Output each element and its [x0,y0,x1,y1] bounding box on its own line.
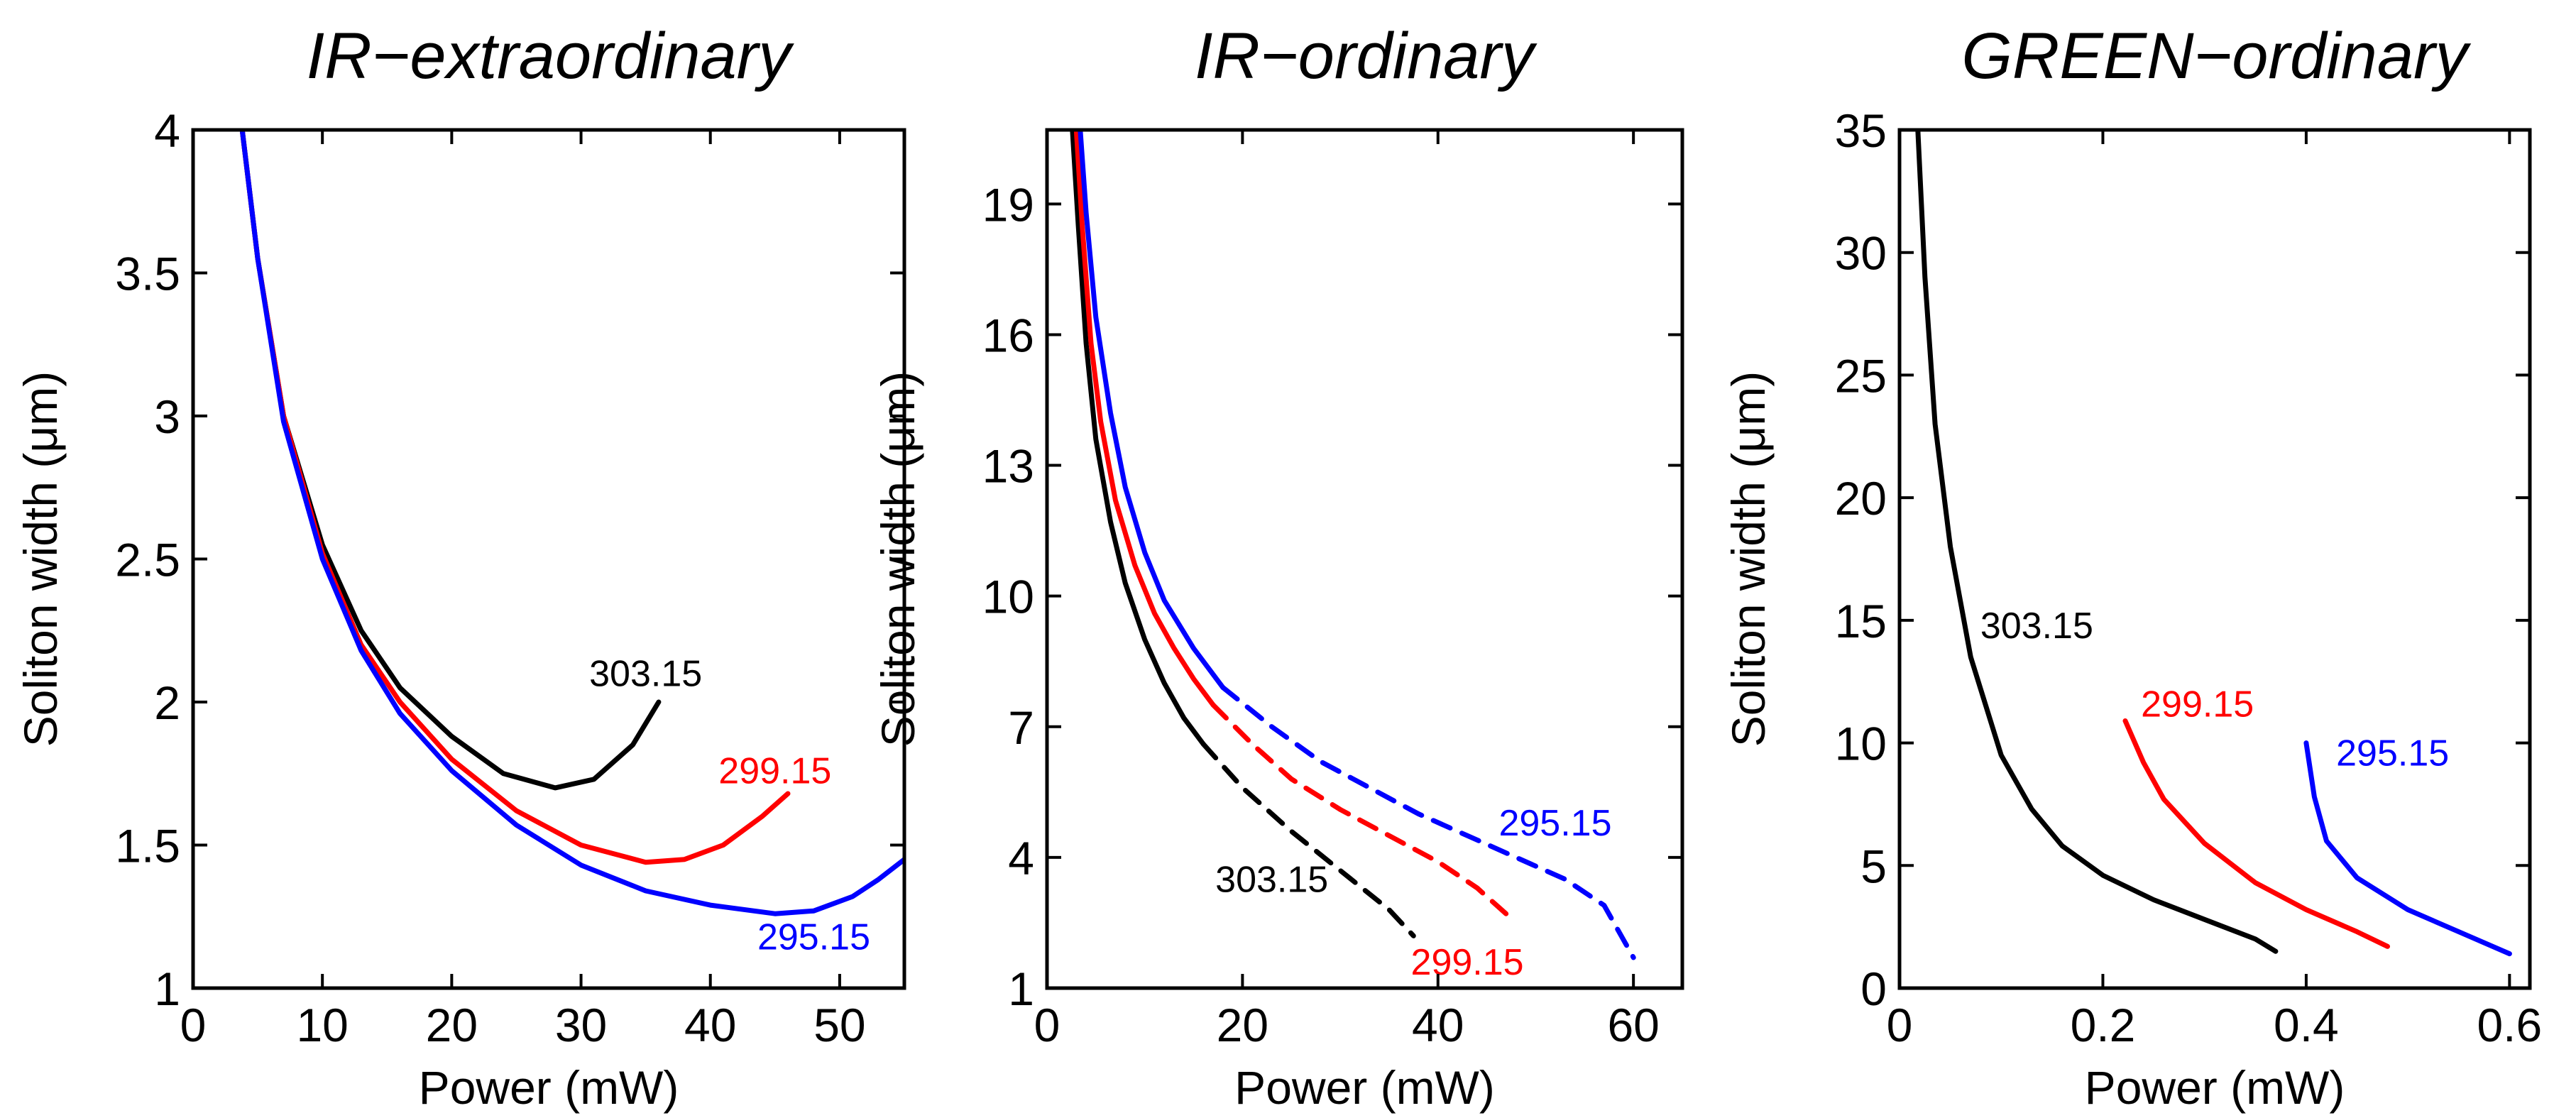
y-tick-label: 25 [1835,349,1887,402]
series-303.15-solid-line [1070,130,1206,747]
x-axis-label: Power (mW) [419,1061,679,1114]
axes-frame [191,128,906,990]
series-label-295.15: 295.15 [1498,803,1611,844]
x-tick-label: 40 [1412,999,1464,1051]
series-299.15-solid-line [1073,130,1216,708]
x-tick-label: 0.2 [2071,999,2136,1051]
x-tick-label: 60 [1607,999,1659,1051]
series-295.15-solid-line [239,130,904,916]
y-tick-label: 7 [1008,701,1034,754]
panel-3: GREEN−ordinary 303.15 299.15 295.15 0 0.2 0.4 0… [1722,20,2542,1114]
x-tick-label: 0 [180,999,207,1051]
y-tick-label: 20 [1835,472,1887,525]
y-tick-label: 1 [1008,963,1034,1015]
x-tick-label: 20 [426,999,478,1051]
panel-1: IR−extraordinary 303.15 299.15 295.15 0 10 20 3… [14,20,906,1114]
y-tick-label: 2 [154,676,180,729]
axes-frame [1897,128,2532,990]
y-tick-label: 4 [1008,832,1034,884]
curves [239,130,904,916]
series-label-303.15: 303.15 [589,654,702,695]
y-tick-label: 5 [1860,840,1887,892]
series-303.15-dashed-line [1200,741,1416,938]
series-label-295.15: 295.15 [757,916,870,958]
y-tick-label: 3 [154,390,180,443]
y-tick-label: 1.5 [115,820,180,872]
series-299.15-solid-line [2122,718,2390,949]
y-tick-label: 10 [1835,718,1887,770]
y-tick-label: 16 [982,309,1034,361]
x-tick-label: 20 [1217,999,1268,1051]
panel-title: GREEN−ordinary [1961,20,2471,92]
series-295.15-solid-line [1078,130,1226,690]
panel-title: IR−ordinary [1195,20,1538,92]
x-tick-label: 0 [1034,999,1060,1051]
y-tick-label: 3.5 [115,248,180,300]
panel-2: IR−ordinary 303.15 299.15 295.15 0 20 40 60 1 4 7 1… [872,20,1684,1114]
y-tick-label: 15 [1835,595,1887,647]
curves [1070,130,1636,960]
series-label-295.15: 295.15 [2336,733,2449,774]
series-299.15-solid-line [239,130,791,865]
panel-title: IR−extraordinary [307,20,795,92]
x-tick-label: 40 [684,999,736,1051]
series-295.15-solid-line [2303,740,2512,957]
y-tick-label: 19 [982,178,1034,231]
x-axis-label: Power (mW) [2085,1061,2345,1114]
y-tick-label: 2.5 [115,534,180,586]
y-tick-label: 4 [154,104,180,157]
x-tick-label: 10 [296,999,348,1051]
series-label-299.15: 299.15 [2141,684,2254,725]
y-tick-label: 35 [1835,104,1887,157]
y-tick-label: 10 [982,571,1034,623]
y-tick-label: 30 [1835,227,1887,280]
y-tick-label: 1 [154,963,180,1015]
x-tick-label: 0.4 [2274,999,2339,1051]
axes-frame [1045,128,1684,990]
y-axis-label: Soliton width (μm) [14,371,67,747]
x-tick-label: 0.6 [2477,999,2542,1051]
series-label-303.15: 303.15 [1215,860,1328,901]
series-label-299.15: 299.15 [718,751,831,792]
y-tick-label: 13 [982,440,1034,493]
series-303.15-solid-line [1915,130,2279,954]
series-295.15-dashed-line [1220,685,1636,960]
y-tick-label: 0 [1860,963,1887,1015]
x-tick-label: 30 [555,999,607,1051]
series-label-299.15: 299.15 [1411,942,1524,983]
series-label-303.15: 303.15 [1980,605,2093,647]
series-299.15-dashed-line [1210,702,1509,917]
x-axis-label: Power (mW) [1234,1061,1495,1114]
x-tick-label: 0 [1887,999,1913,1051]
x-tick-label: 50 [813,999,865,1051]
y-axis-label: Soliton width (μm) [872,371,924,747]
curves [1915,130,2512,957]
y-axis-label: Soliton width (μm) [1722,371,1775,747]
